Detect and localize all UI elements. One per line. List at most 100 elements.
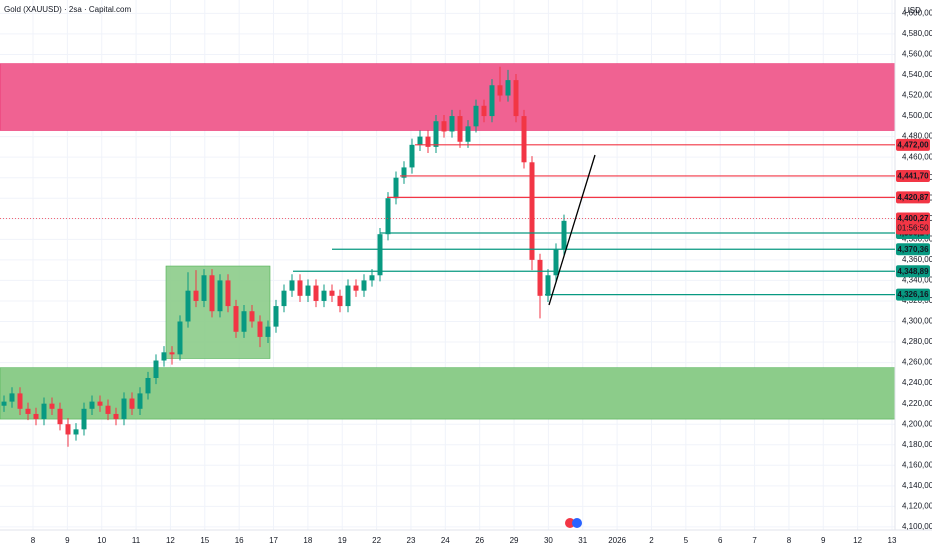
candle-body [249, 311, 255, 322]
candle-body [225, 280, 231, 307]
candle-body [329, 290, 335, 296]
candle-body [529, 162, 535, 260]
candle-body [1, 401, 7, 406]
candle-body [561, 220, 567, 250]
last-price-tag [896, 212, 930, 235]
candle-body [121, 398, 127, 420]
candle-body [33, 413, 39, 420]
x-tick-label: 5 [684, 536, 689, 545]
candle-body [201, 275, 207, 301]
y-tick-label: 4,300,00 [902, 317, 932, 326]
x-tick-label: 18 [303, 536, 312, 545]
candle-body [97, 401, 103, 406]
x-tick-label: 9 [821, 536, 826, 545]
candle-body [57, 408, 63, 425]
level-tag [896, 288, 930, 301]
candle-body [257, 321, 263, 337]
y-tick-label: 4,340,00 [902, 276, 932, 285]
candle-body [409, 144, 415, 168]
level-label: 4,326,16 [897, 290, 929, 299]
x-tick-label: 2 [649, 536, 654, 545]
level-tag [896, 243, 930, 256]
candle-body [449, 116, 455, 132]
x-tick-label: 10 [97, 536, 106, 545]
y-tick-label: 4,220,00 [902, 399, 932, 408]
candle-body [65, 424, 71, 435]
y-tick-label: 4,360,00 [902, 255, 932, 264]
y-tick-label: 4,480,00 [902, 132, 932, 141]
candle-body [473, 105, 479, 127]
countdown-label: 01:56:50 [897, 224, 929, 233]
level-tag [896, 265, 930, 278]
x-tick-label: 12 [166, 536, 175, 545]
y-tick-label: 4,180,00 [902, 440, 932, 449]
candle-body [377, 234, 383, 276]
x-tick-label: 22 [372, 536, 381, 545]
candle-body [537, 259, 543, 296]
level-label: 4,472,00 [897, 140, 929, 149]
y-tick-label: 4,160,00 [902, 460, 932, 469]
candle-body [17, 393, 23, 409]
candle-body [209, 275, 215, 312]
x-tick-label: 7 [752, 536, 757, 545]
x-tick-label: 24 [441, 536, 450, 545]
y-tick-label: 4,120,00 [902, 501, 932, 510]
candle-body [217, 280, 223, 312]
candle-body [145, 377, 151, 394]
candle-body [289, 280, 295, 291]
x-tick-label: 19 [338, 536, 347, 545]
candle-body [441, 121, 447, 132]
candle-body [137, 393, 143, 409]
y-tick-label: 4,500,00 [902, 111, 932, 120]
candle-body [49, 403, 55, 409]
x-tick-label: 8 [787, 536, 792, 545]
candle-body [297, 280, 303, 296]
candle-body [417, 136, 423, 145]
candle-body [161, 352, 167, 361]
candle-body [489, 85, 495, 117]
candle-body [433, 121, 439, 147]
y-tick-label: 4,540,00 [902, 70, 932, 79]
level-tag [896, 191, 930, 204]
x-tick-label: 15 [200, 536, 209, 545]
candle-body [81, 408, 87, 430]
candle-body [25, 408, 31, 414]
x-tick-label: 9 [65, 536, 70, 545]
candle-body [465, 126, 471, 142]
y-tick-label: 4,100,00 [902, 522, 932, 531]
level-tag [896, 138, 930, 151]
y-tick-label: 4,560,00 [902, 50, 932, 59]
candle-body [521, 116, 527, 163]
x-tick-label: 13 [888, 536, 897, 545]
currency-label: USD [904, 6, 921, 15]
flag-icon [565, 518, 582, 528]
x-tick-label: 16 [235, 536, 244, 545]
x-tick-label: 26 [475, 536, 484, 545]
x-tick-label: 29 [510, 536, 519, 545]
x-tick-label: 17 [269, 536, 278, 545]
candle-body [497, 85, 503, 96]
y-tick-label: 4,460,00 [902, 152, 932, 161]
x-tick-label: 30 [544, 536, 553, 545]
candle-body [185, 290, 191, 322]
y-tick-label: 4,520,00 [902, 91, 932, 100]
candle-body [105, 405, 111, 414]
x-tick-label: 8 [31, 536, 36, 545]
candle-body [361, 280, 367, 291]
y-tick-label: 4,240,00 [902, 378, 932, 387]
x-tick-label: 11 [132, 536, 141, 545]
candle-body [553, 249, 559, 276]
candle-body [153, 360, 159, 378]
candle-body [425, 136, 431, 147]
level-label: 4,348,89 [897, 267, 929, 276]
candle-body [305, 285, 311, 296]
y-tick-label: 4,580,00 [902, 29, 932, 38]
candle-body [401, 167, 407, 178]
candle-body [505, 80, 511, 96]
candle-body [113, 413, 119, 420]
y-tick-label: 4,200,00 [902, 419, 932, 428]
candle-body [353, 285, 359, 291]
candle-body [369, 275, 375, 281]
candle-body [73, 429, 79, 435]
candle-body [345, 285, 351, 307]
